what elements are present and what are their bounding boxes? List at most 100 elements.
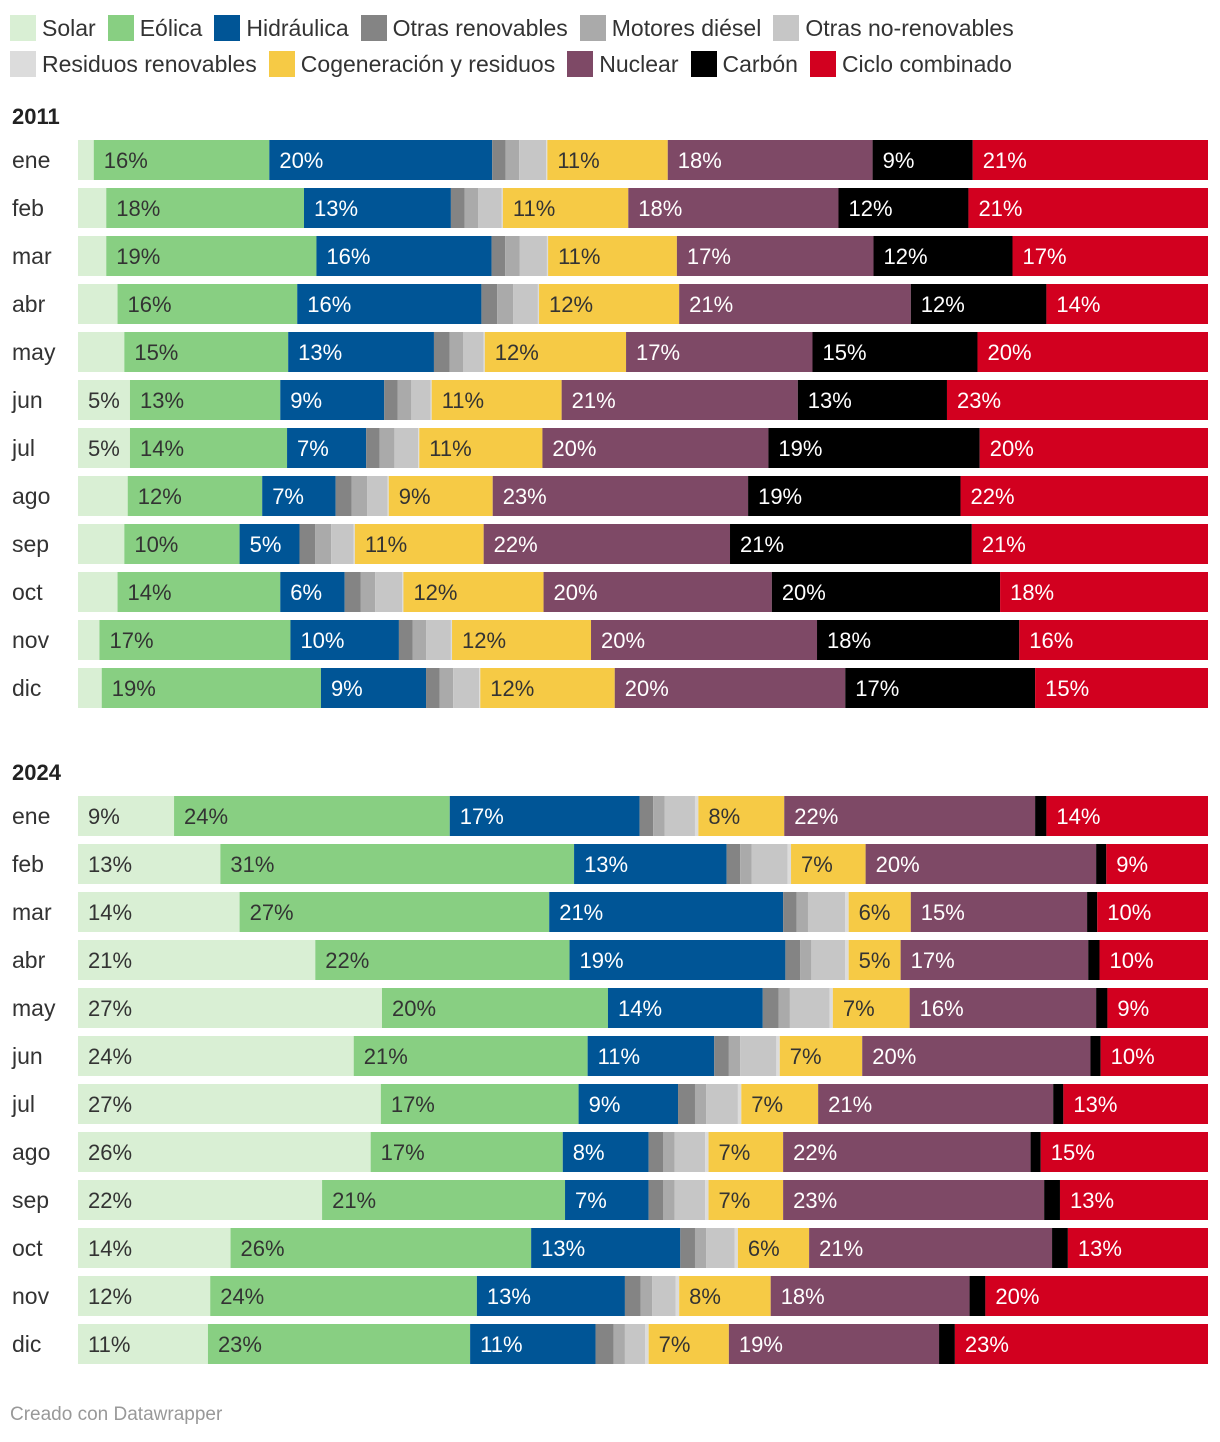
data-label-carbon: 15%: [823, 340, 867, 365]
bar-segment-otras-renovables: [299, 524, 316, 564]
bar-segment-hidraulica: [531, 1228, 681, 1268]
bar-segment-eolica: [127, 476, 263, 516]
data-label-cogeneracion-y-residuos: 11%: [558, 244, 600, 269]
data-label-hidraulica: 13%: [541, 1236, 585, 1261]
bar-segment-eolica: [220, 844, 575, 884]
bar-segment-solar: [78, 476, 128, 516]
bar-segment-solar: [78, 620, 100, 660]
bar-segment-residuos-renovables: [353, 524, 355, 564]
bar-segment-hidraulica: [287, 428, 367, 468]
bar-segment-otras-no-renovables: [426, 620, 451, 660]
bar-segment-nuclear: [910, 892, 1088, 932]
data-label-ciclo-combinado: 17%: [1023, 244, 1067, 269]
bar-segment-cogeneracion-y-residuos: [484, 332, 627, 372]
bar-segment-otras-no-renovables: [478, 188, 502, 228]
data-label-solar: 9%: [88, 804, 120, 829]
bar-segment-nuclear: [784, 796, 1036, 836]
row-label-feb: feb: [12, 195, 44, 221]
bar-segment-nuclear: [862, 1036, 1091, 1076]
data-label-cogeneracion-y-residuos: 7%: [843, 996, 875, 1021]
data-label-ciclo-combinado: 20%: [995, 1284, 1039, 1309]
legend-item-solar: Solar: [10, 15, 96, 42]
row-label-abr: abr: [12, 947, 46, 973]
bar-segment-nuclear: [770, 1276, 970, 1316]
bar-segment-nuclear: [483, 524, 731, 564]
bar-segment-solar: [78, 428, 130, 468]
bar-segment-eolica: [124, 332, 289, 372]
legend-label: Otras no-renovables: [805, 14, 1014, 41]
legend-label: Cogeneración y residuos: [300, 50, 556, 77]
bar-segment-solar: [78, 524, 125, 564]
legend-item-carbon: Carbón: [690, 51, 798, 78]
data-label-eolica: 13%: [140, 388, 184, 413]
bar-segment-cogeneracion-y-residuos: [480, 668, 615, 708]
data-label-ciclo-combinado: 13%: [1078, 1236, 1122, 1261]
data-label-ciclo-combinado: 18%: [1010, 580, 1054, 605]
bar-segment-hidraulica: [280, 572, 345, 612]
bar-segment-eolica: [239, 892, 550, 932]
data-label-hidraulica: 13%: [487, 1284, 531, 1309]
data-label-nuclear: 17%: [636, 340, 680, 365]
bar-segment-eolica: [210, 1276, 477, 1316]
row-label-mar: mar: [12, 899, 52, 925]
data-label-nuclear: 20%: [876, 852, 920, 877]
bar-segment-motores-diesel: [412, 620, 427, 660]
data-label-ciclo-combinado: 10%: [1107, 900, 1151, 925]
bar-segment-hidraulica: [269, 140, 493, 180]
bar-segment-eolica: [106, 188, 304, 228]
data-label-nuclear: 21%: [689, 292, 733, 317]
bar-segment-residuos-renovables: [479, 668, 481, 708]
bar-segment-motores-diesel: [351, 476, 368, 516]
bar-segment-ciclo-combinado: [960, 476, 1208, 516]
data-label-eolica: 18%: [116, 196, 160, 221]
bar-segment-otras-no-renovables: [674, 1180, 706, 1220]
bar-segment-carbon: [910, 284, 1047, 324]
bar-segment-ciclo-combinado: [985, 1276, 1208, 1316]
data-label-carbon: 17%: [855, 676, 899, 701]
bar-segment-otras-renovables: [785, 940, 801, 980]
bar-segment-carbon: [845, 668, 1036, 708]
data-label-hidraulica: 5%: [250, 532, 282, 557]
data-label-nuclear: 18%: [678, 148, 722, 173]
data-label-cogeneracion-y-residuos: 12%: [495, 340, 539, 365]
data-label-nuclear: 22%: [794, 804, 838, 829]
data-label-nuclear: 20%: [625, 676, 669, 701]
bar-segment-ciclo-combinado: [1035, 668, 1208, 708]
bar-segment-nuclear: [865, 844, 1097, 884]
bar-segment-otras-renovables: [648, 1180, 664, 1220]
data-label-hidraulica: 14%: [618, 996, 662, 1021]
data-label-cogeneracion-y-residuos: 11%: [365, 532, 407, 557]
data-label-cogeneracion-y-residuos: 11%: [442, 388, 484, 413]
row-label-ene: ene: [12, 803, 50, 829]
bar-segment-motores-diesel: [796, 892, 808, 932]
bar-segment-solar: [78, 844, 221, 884]
row-label-oct: oct: [12, 579, 43, 605]
legend-swatch-cogeneracion-y-residuos: [268, 51, 295, 77]
credit-footer[interactable]: Creado con Datawrapper: [10, 1404, 223, 1425]
bar-segment-cogeneracion-y-residuos: [679, 1276, 771, 1316]
bar-segment-ciclo-combinado: [977, 332, 1208, 372]
bar-segment-hidraulica: [320, 668, 427, 708]
bar-segment-carbon: [812, 332, 978, 372]
data-label-carbon: 12%: [848, 196, 892, 221]
bar-segment-cogeneracion-y-residuos: [708, 1132, 784, 1172]
legend-item-motores-diesel: Motores diésel: [579, 15, 761, 42]
bar-segment-otras-renovables: [762, 988, 779, 1028]
bar-segment-otras-renovables: [366, 428, 380, 468]
bar-segment-ciclo-combinado: [971, 524, 1208, 564]
data-label-eolica: 15%: [134, 340, 178, 365]
data-label-eolica: 19%: [112, 676, 156, 701]
data-label-hidraulica: 7%: [575, 1188, 607, 1213]
bar-segment-hidraulica: [290, 620, 399, 660]
data-label-carbon: 19%: [758, 484, 802, 509]
bar-segment-otras-no-renovables: [706, 1228, 735, 1268]
data-label-nuclear: 21%: [828, 1092, 872, 1117]
data-label-carbon: 18%: [827, 628, 871, 653]
row-label-sep: sep: [12, 531, 49, 557]
data-label-ciclo-combinado: 14%: [1056, 804, 1100, 829]
bar-segment-carbon: [838, 188, 969, 228]
bar-segment-cogeneracion-y-residuos: [698, 796, 785, 836]
bar-segment-residuos-renovables: [734, 1228, 738, 1268]
bar-segment-otras-renovables: [680, 1228, 695, 1268]
data-label-ciclo-combinado: 21%: [978, 196, 1022, 221]
